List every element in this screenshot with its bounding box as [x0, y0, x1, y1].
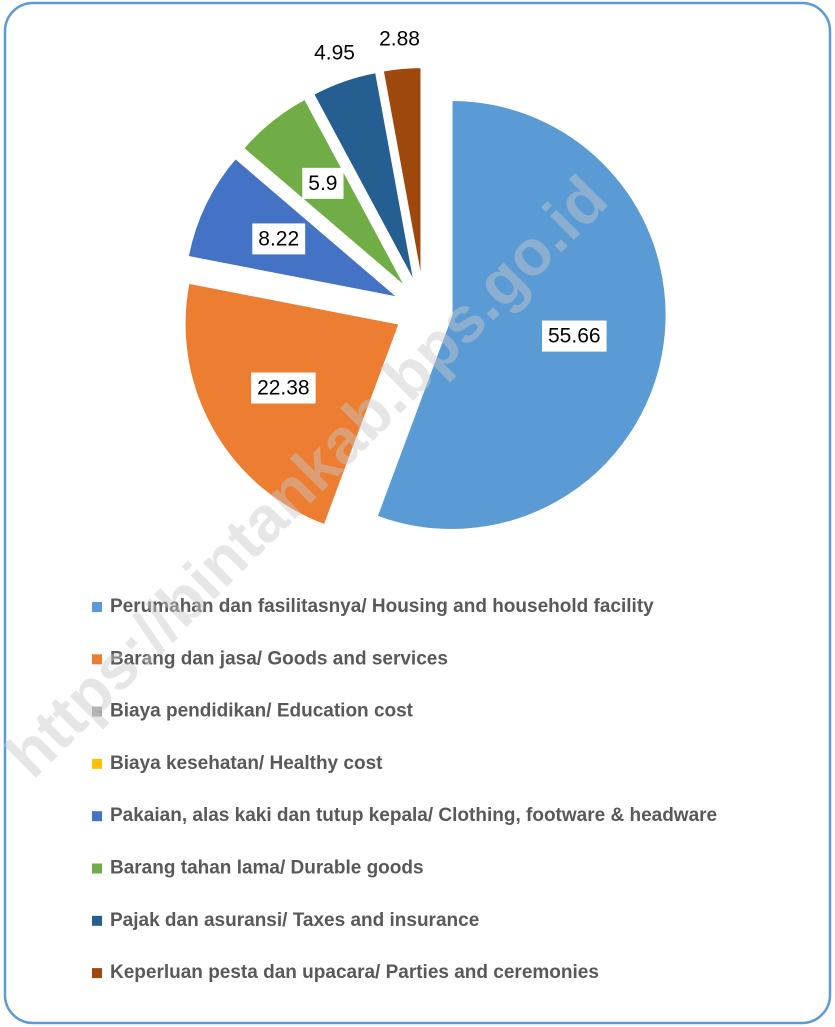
data-label: 5.9 [308, 172, 337, 195]
data-label: 55.66 [548, 325, 601, 348]
data-label-box [542, 320, 607, 352]
data-label-box [302, 167, 344, 199]
data-label: 4.95 [314, 42, 355, 65]
legend-label: Keperluan pesta dan upacara/ Parties and… [110, 962, 599, 983]
legend-label: Pajak dan asuransi/ Taxes and insurance [110, 910, 479, 931]
data-label: 22.38 [257, 377, 310, 400]
legend: Perumahan dan fasilitasnya/ Housing and … [92, 596, 717, 983]
legend-swatch [92, 968, 102, 979]
pie: 55.66 22.38 8.22 5.9 4.95 2.88 [183, 28, 668, 531]
pie-slice [311, 70, 416, 285]
pie-slice [381, 66, 423, 283]
legend-swatch [92, 915, 102, 926]
legend-swatch [92, 706, 102, 717]
legend-swatch [92, 758, 102, 769]
data-label-box [252, 223, 306, 255]
legend-swatch [92, 654, 102, 665]
pie-slice [183, 281, 401, 527]
legend-label: Perumahan dan fasilitasnya/ Housing and … [110, 596, 654, 617]
legend-label: Barang dan jasa/ Goods and services [110, 648, 448, 669]
legend-label: Biaya kesehatan/ Healthy cost [110, 753, 383, 774]
legend-swatch [92, 811, 102, 822]
data-label: 2.88 [379, 28, 420, 51]
pie-slice [375, 98, 668, 531]
legend-swatch [92, 602, 102, 612]
legend-label: Biaya pendidikan/ Education cost [110, 701, 414, 722]
legend-label: Barang tahan lama/ Durable goods [110, 858, 424, 879]
data-label: 8.22 [258, 227, 299, 250]
legend-swatch [92, 863, 102, 874]
legend-label: Pakaian, alas kaki dan tutup kepala/ Clo… [110, 805, 717, 826]
data-label-box [251, 372, 316, 404]
